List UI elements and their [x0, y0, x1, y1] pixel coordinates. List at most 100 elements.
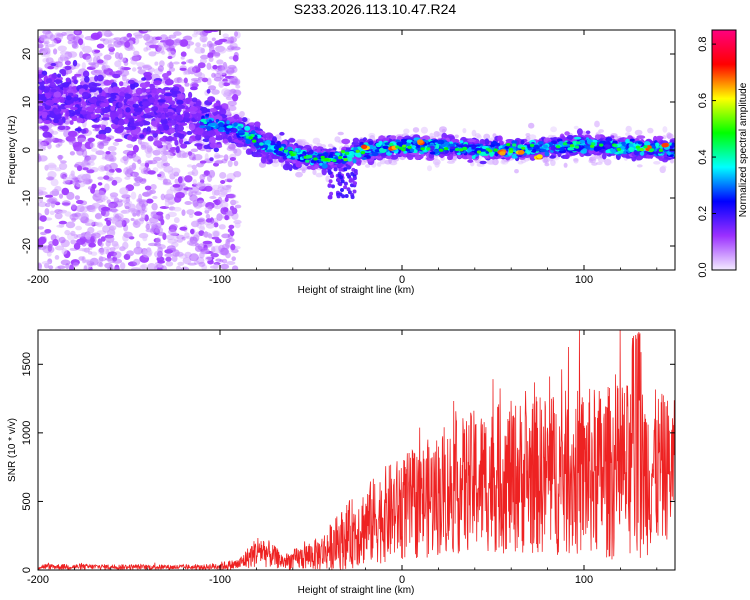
- spectrogram-cell: [528, 122, 535, 129]
- spectrogram-cell: [160, 218, 165, 226]
- spectrogram-cell: [123, 231, 133, 238]
- spectrogram-cell: [167, 96, 173, 103]
- spectrogram-cell: [152, 156, 162, 162]
- spectrogram-cell: [389, 135, 397, 140]
- spectrogram-cell: [188, 138, 193, 144]
- spectrogram-cell: [176, 93, 186, 100]
- spectrogram-cell: [179, 39, 189, 47]
- spectrogram-cell: [132, 96, 139, 102]
- spectrogram-cell: [73, 242, 81, 250]
- spectrogram-cell: [210, 253, 219, 258]
- spectrogram-cell: [550, 126, 557, 133]
- spectrogram-cell: [73, 164, 80, 168]
- spectrogram-cell: [146, 145, 153, 153]
- spectrogram-cell: [151, 223, 158, 229]
- spectrogram-cell: [113, 37, 122, 41]
- spectrogram-cell: [64, 229, 71, 236]
- spectrogram-cell: [146, 189, 153, 196]
- spectrogram-cell: [38, 43, 44, 49]
- spectrogram-cell: [206, 62, 212, 70]
- spectrogram-cell: [168, 67, 176, 72]
- spectrogram-cell: [315, 172, 323, 178]
- spectrogram-cell: [74, 73, 82, 77]
- spectrogram-cell: [352, 189, 357, 194]
- spectrogram-cell: [165, 39, 175, 46]
- spectrogram-cell: [110, 95, 117, 99]
- spectrogram-cell: [175, 146, 180, 153]
- spectrogram-cell: [71, 76, 77, 80]
- spectrogram-cell: [142, 235, 148, 242]
- spectrogram-cell: [175, 114, 183, 122]
- spectrogram-cell: [144, 185, 152, 191]
- spectrogram-cell: [227, 89, 238, 95]
- spectrogram-cell: [213, 51, 221, 58]
- spectrogram-cell: [350, 195, 355, 200]
- spectrogram-cell: [272, 136, 277, 143]
- spectrogram-cell: [165, 143, 173, 151]
- spectrogram-cell: [229, 205, 235, 211]
- spectrogram-cell: [118, 102, 123, 108]
- spectrogram-cell: [126, 143, 134, 149]
- spectrogram-cell: [87, 226, 95, 234]
- spectrogram-cell: [58, 193, 64, 199]
- spectrogram-cell: [58, 154, 63, 161]
- spectrogram-cell: [625, 125, 632, 133]
- spectrogram-cell: [132, 153, 139, 161]
- spectrogram-cell: [122, 241, 129, 250]
- spectrogram-cell: [181, 209, 186, 216]
- spectrogram-cell: [188, 58, 194, 64]
- spectrogram-cell: [336, 194, 341, 199]
- spectrogram-cell: [139, 134, 145, 139]
- spectrogram-cell: [186, 164, 193, 168]
- spectrogram-cell: [105, 171, 114, 176]
- spectrogram-cell: [205, 148, 212, 153]
- spectrogram-cell: [390, 154, 399, 160]
- spectrogram-cell: [260, 156, 267, 164]
- spectrogram-cell: [214, 205, 221, 210]
- spectrogram-cell: [71, 139, 77, 145]
- spectrogram-cell: [88, 242, 96, 248]
- spectrogram-cell: [155, 226, 164, 234]
- spectrogram-cell: [119, 91, 125, 97]
- spectrogram-cell: [159, 60, 165, 67]
- spectrogram-cell: [97, 59, 104, 64]
- spectrogram-cell: [189, 106, 198, 112]
- spectrogram-cell: [64, 211, 72, 217]
- spectrogram-cell: [98, 255, 104, 263]
- spectrogram-cell: [661, 165, 667, 169]
- spectrogram-cell: [48, 133, 53, 138]
- spectrogram-cell: [167, 152, 174, 159]
- spectrogram-cell: [70, 106, 78, 111]
- spectrogram-cell: [94, 222, 100, 226]
- spectrogram-cell: [427, 165, 432, 172]
- spectrogram-cell: [230, 200, 239, 204]
- spectrogram-cell: [133, 107, 143, 113]
- spectrogram-cell: [125, 205, 130, 210]
- spectrogram-cell: [190, 148, 199, 153]
- spectrogram-cell: [38, 201, 48, 208]
- spectrogram-cell: [230, 243, 236, 251]
- spectrogram-cell: [38, 141, 44, 148]
- spectrogram-cell: [191, 83, 199, 88]
- spectrogram-cell: [90, 62, 100, 69]
- spectrogram-cell: [195, 182, 206, 190]
- spectrogram-cell: [71, 116, 78, 122]
- spectrogram-cell: [336, 163, 344, 168]
- spectrogram-cell: [143, 64, 152, 69]
- spectrogram-cell: [171, 93, 178, 98]
- spectrogram-cell: [53, 91, 61, 98]
- spectrogram-cell: [122, 149, 133, 155]
- spectrogram-cell: [111, 70, 121, 75]
- spectrogram-cell: [58, 220, 67, 225]
- spectrogram-cell: [144, 162, 150, 168]
- spectrogram-cell: [449, 153, 454, 160]
- spectrogram-cell: [566, 134, 574, 140]
- spectrogram-cell: [70, 230, 76, 236]
- spectrogram-cell: [87, 251, 93, 255]
- spectrogram-cell: [65, 77, 71, 83]
- spectrogram-cell: [78, 256, 85, 261]
- spectrogram-cell: [53, 108, 61, 115]
- spectrogram-cell: [106, 220, 112, 226]
- spectrogram-cell: [341, 138, 351, 145]
